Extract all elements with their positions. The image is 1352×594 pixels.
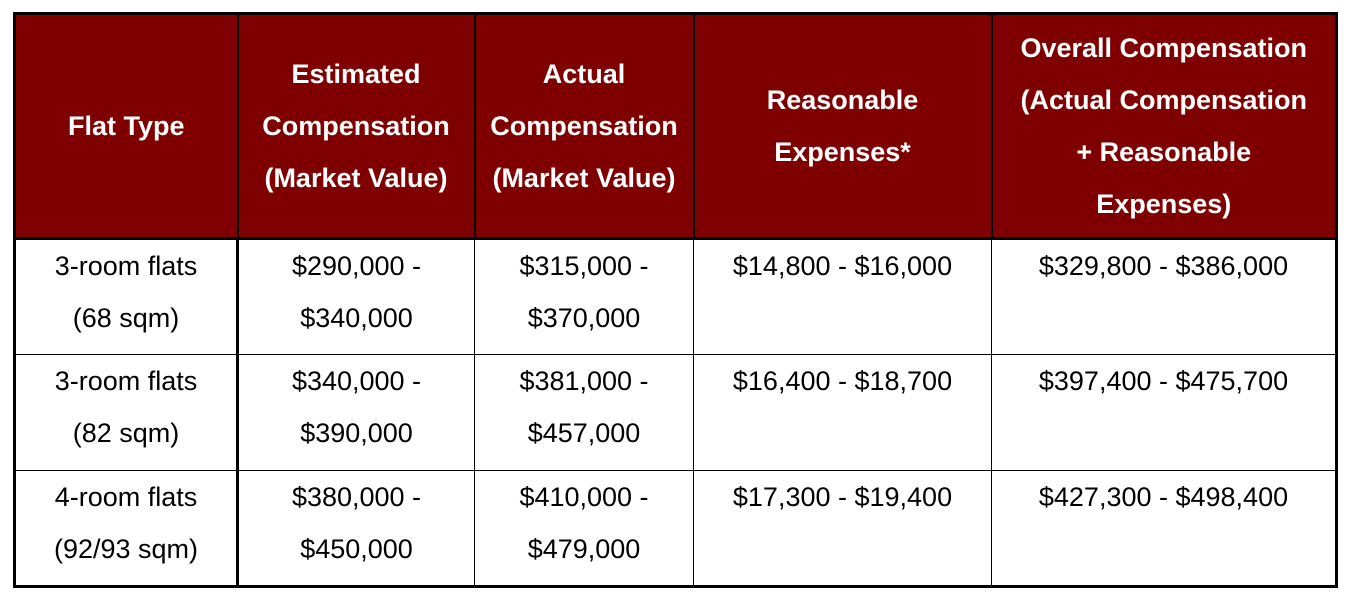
cell-line: $397,400 - $475,700 [1038,366,1289,396]
header-line: Reasonable [766,85,919,115]
cell-actual: $410,000 - $479,000 [474,470,694,588]
cell-expenses: $16,400 - $18,700 [693,354,992,471]
header-row: Flat Type Estimated Compensation (Market… [13,12,1338,240]
compensation-table-container: Flat Type Estimated Compensation (Market… [13,12,1338,588]
cell-line: (68 sqm) [72,303,180,333]
cell-line: $450,000 [300,534,413,564]
cell-line: $14,800 - $16,000 [732,251,953,281]
cell-estimated: $340,000 - $390,000 [237,354,475,471]
header-line: Compensation [490,111,678,141]
header-estimated-compensation: Estimated Compensation (Market Value) [236,12,476,240]
header-line: Overall Compensation [1020,33,1308,63]
cell-expenses: $14,800 - $16,000 [693,238,992,355]
header-line: (Market Value) [264,163,448,193]
cell-line: $380,000 - [291,482,422,512]
header-line: Expenses) [1096,189,1232,219]
cell-line: $329,800 - $386,000 [1038,251,1289,281]
cell-line: $315,000 - [519,251,649,281]
cell-actual: $381,000 - $457,000 [474,354,694,471]
header-line: + Reasonable [1076,137,1252,167]
compensation-table: Flat Type Estimated Compensation (Market… [13,12,1338,588]
header-line: (Market Value) [492,163,676,193]
cell-line: 3-room flats [54,366,198,396]
cell-line: $457,000 [527,418,641,448]
table-row: 3-room flats (82 sqm) $340,000 - $390,00… [13,354,1338,471]
header-line: Actual [542,59,626,89]
cell-line: $340,000 [300,303,413,333]
header-line: (Actual Compensation [1020,85,1308,115]
cell-flat-type: 3-room flats (68 sqm) [13,238,239,355]
cell-line: $427,300 - $498,400 [1038,482,1289,512]
cell-overall: $427,300 - $498,400 [991,470,1338,588]
header-line: Estimated [291,59,421,89]
header-line: Flat Type [67,111,185,141]
cell-line: $340,000 - [291,366,422,396]
cell-estimated: $380,000 - $450,000 [237,470,475,588]
cell-line: $290,000 - [291,251,422,281]
table-header: Flat Type Estimated Compensation (Market… [13,12,1338,240]
cell-flat-type: 4-room flats (92/93 sqm) [13,470,239,588]
cell-line: $17,300 - $19,400 [732,482,953,512]
cell-line: $390,000 [300,418,413,448]
cell-actual: $315,000 - $370,000 [474,238,694,355]
cell-estimated: $290,000 - $340,000 [237,238,475,355]
table-row: 4-room flats (92/93 sqm) $380,000 - $450… [13,470,1338,588]
header-actual-compensation: Actual Compensation (Market Value) [473,12,695,240]
cell-overall: $397,400 - $475,700 [991,354,1338,471]
cell-line: $16,400 - $18,700 [732,366,953,396]
cell-expenses: $17,300 - $19,400 [693,470,992,588]
cell-line: $410,000 - [519,482,649,512]
table-body: 3-room flats (68 sqm) $290,000 - $340,00… [13,238,1338,588]
header-overall-compensation: Overall Compensation (Actual Compensatio… [990,12,1338,240]
header-reasonable-expenses: Reasonable Expenses* [692,12,993,240]
cell-flat-type: 3-room flats (82 sqm) [13,354,239,471]
cell-line: 3-room flats [54,251,198,281]
header-line: Compensation [262,111,450,141]
cell-line: $479,000 [527,534,641,564]
cell-line: $370,000 [527,303,641,333]
cell-line: (82 sqm) [72,418,180,448]
table-row: 3-room flats (68 sqm) $290,000 - $340,00… [13,238,1338,355]
cell-overall: $329,800 - $386,000 [991,238,1338,355]
cell-line: 4-room flats [54,482,198,512]
header-flat-type: Flat Type [13,12,239,240]
cell-line: (92/93 sqm) [53,534,199,564]
cell-line: $381,000 - [519,366,649,396]
header-line: Expenses* [774,137,911,167]
